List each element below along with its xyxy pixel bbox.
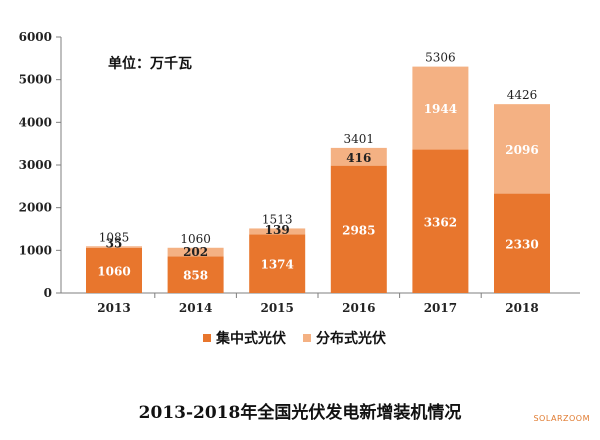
value-label-distributed-2016: 416 — [346, 151, 371, 165]
legend-label-distributed: 分布式光伏 — [316, 330, 386, 347]
y-tick-label: 5000 — [19, 73, 52, 87]
unit-label: 单位：万千瓦 — [108, 55, 192, 72]
bar-centralized-2014 — [167, 256, 224, 293]
chart-caption: 2013-2018年全国光伏发电新增装机情况 — [138, 403, 462, 423]
watermark: SOLARZOOM — [533, 414, 590, 423]
value-label-centralized-2014: 858 — [183, 269, 208, 283]
x-tick-label: 2015 — [260, 301, 293, 315]
bar-distributed-2015 — [249, 228, 306, 235]
value-label-centralized-2018: 2330 — [505, 237, 538, 251]
value-label-centralized-2017: 3362 — [424, 215, 457, 229]
bar-distributed-2016 — [330, 147, 387, 166]
total-label-2014: 1060 — [180, 232, 211, 246]
y-tick-label: 3000 — [19, 158, 52, 172]
y-tick-label: 0 — [44, 286, 52, 300]
legend: 集中式光伏 分布式光伏 — [203, 330, 386, 347]
legend-label-centralized: 集中式光伏 — [215, 330, 286, 347]
x-tick-label: 2017 — [424, 301, 457, 315]
value-label-centralized-2015: 1374 — [260, 258, 293, 272]
value-label-centralized-2016: 2985 — [342, 223, 375, 237]
value-label-centralized-2013: 1060 — [97, 264, 130, 278]
bars: 1060351085858202106013741391513298541634… — [86, 51, 550, 293]
y-tick-label: 1000 — [19, 243, 52, 257]
legend-swatch-distributed — [303, 334, 311, 342]
value-label-distributed-2013: 35 — [106, 236, 123, 250]
y-tick-label: 4000 — [19, 115, 52, 129]
bar-distributed-2014 — [167, 247, 224, 257]
total-label-2016: 3401 — [344, 132, 375, 146]
total-label-2018: 4426 — [507, 88, 538, 102]
total-label-2017: 5306 — [425, 51, 456, 65]
x-tick-label: 2016 — [342, 301, 375, 315]
bar-centralized-2016 — [330, 165, 387, 293]
bar-distributed-2017 — [412, 66, 469, 150]
legend-swatch-centralized — [203, 334, 211, 342]
total-label-2013: 1085 — [99, 230, 130, 244]
x-axis: 2013 2014 2015 2016 2017 2018 — [61, 292, 580, 315]
value-label-distributed-2014: 202 — [183, 245, 208, 259]
total-label-2015: 1513 — [262, 212, 293, 226]
bar-centralized-2018 — [494, 193, 550, 293]
value-label-distributed-2015: 139 — [265, 223, 290, 237]
bar-distributed-2018 — [494, 104, 550, 194]
y-tick-label: 6000 — [19, 30, 52, 44]
y-axis: 0 1000 2000 3000 4000 5000 6000 — [19, 30, 62, 300]
x-tick-label: 2014 — [179, 301, 212, 315]
x-tick-label: 2018 — [505, 301, 538, 315]
y-tick-label: 2000 — [19, 201, 52, 215]
value-label-distributed-2017: 1944 — [424, 102, 457, 116]
bar-centralized-2015 — [249, 234, 306, 293]
value-label-distributed-2018: 2096 — [505, 143, 538, 157]
x-tick-label: 2013 — [97, 301, 130, 315]
bar-centralized-2017 — [412, 149, 469, 293]
bar-distributed-2013 — [86, 246, 142, 248]
bar-centralized-2013 — [86, 247, 142, 293]
